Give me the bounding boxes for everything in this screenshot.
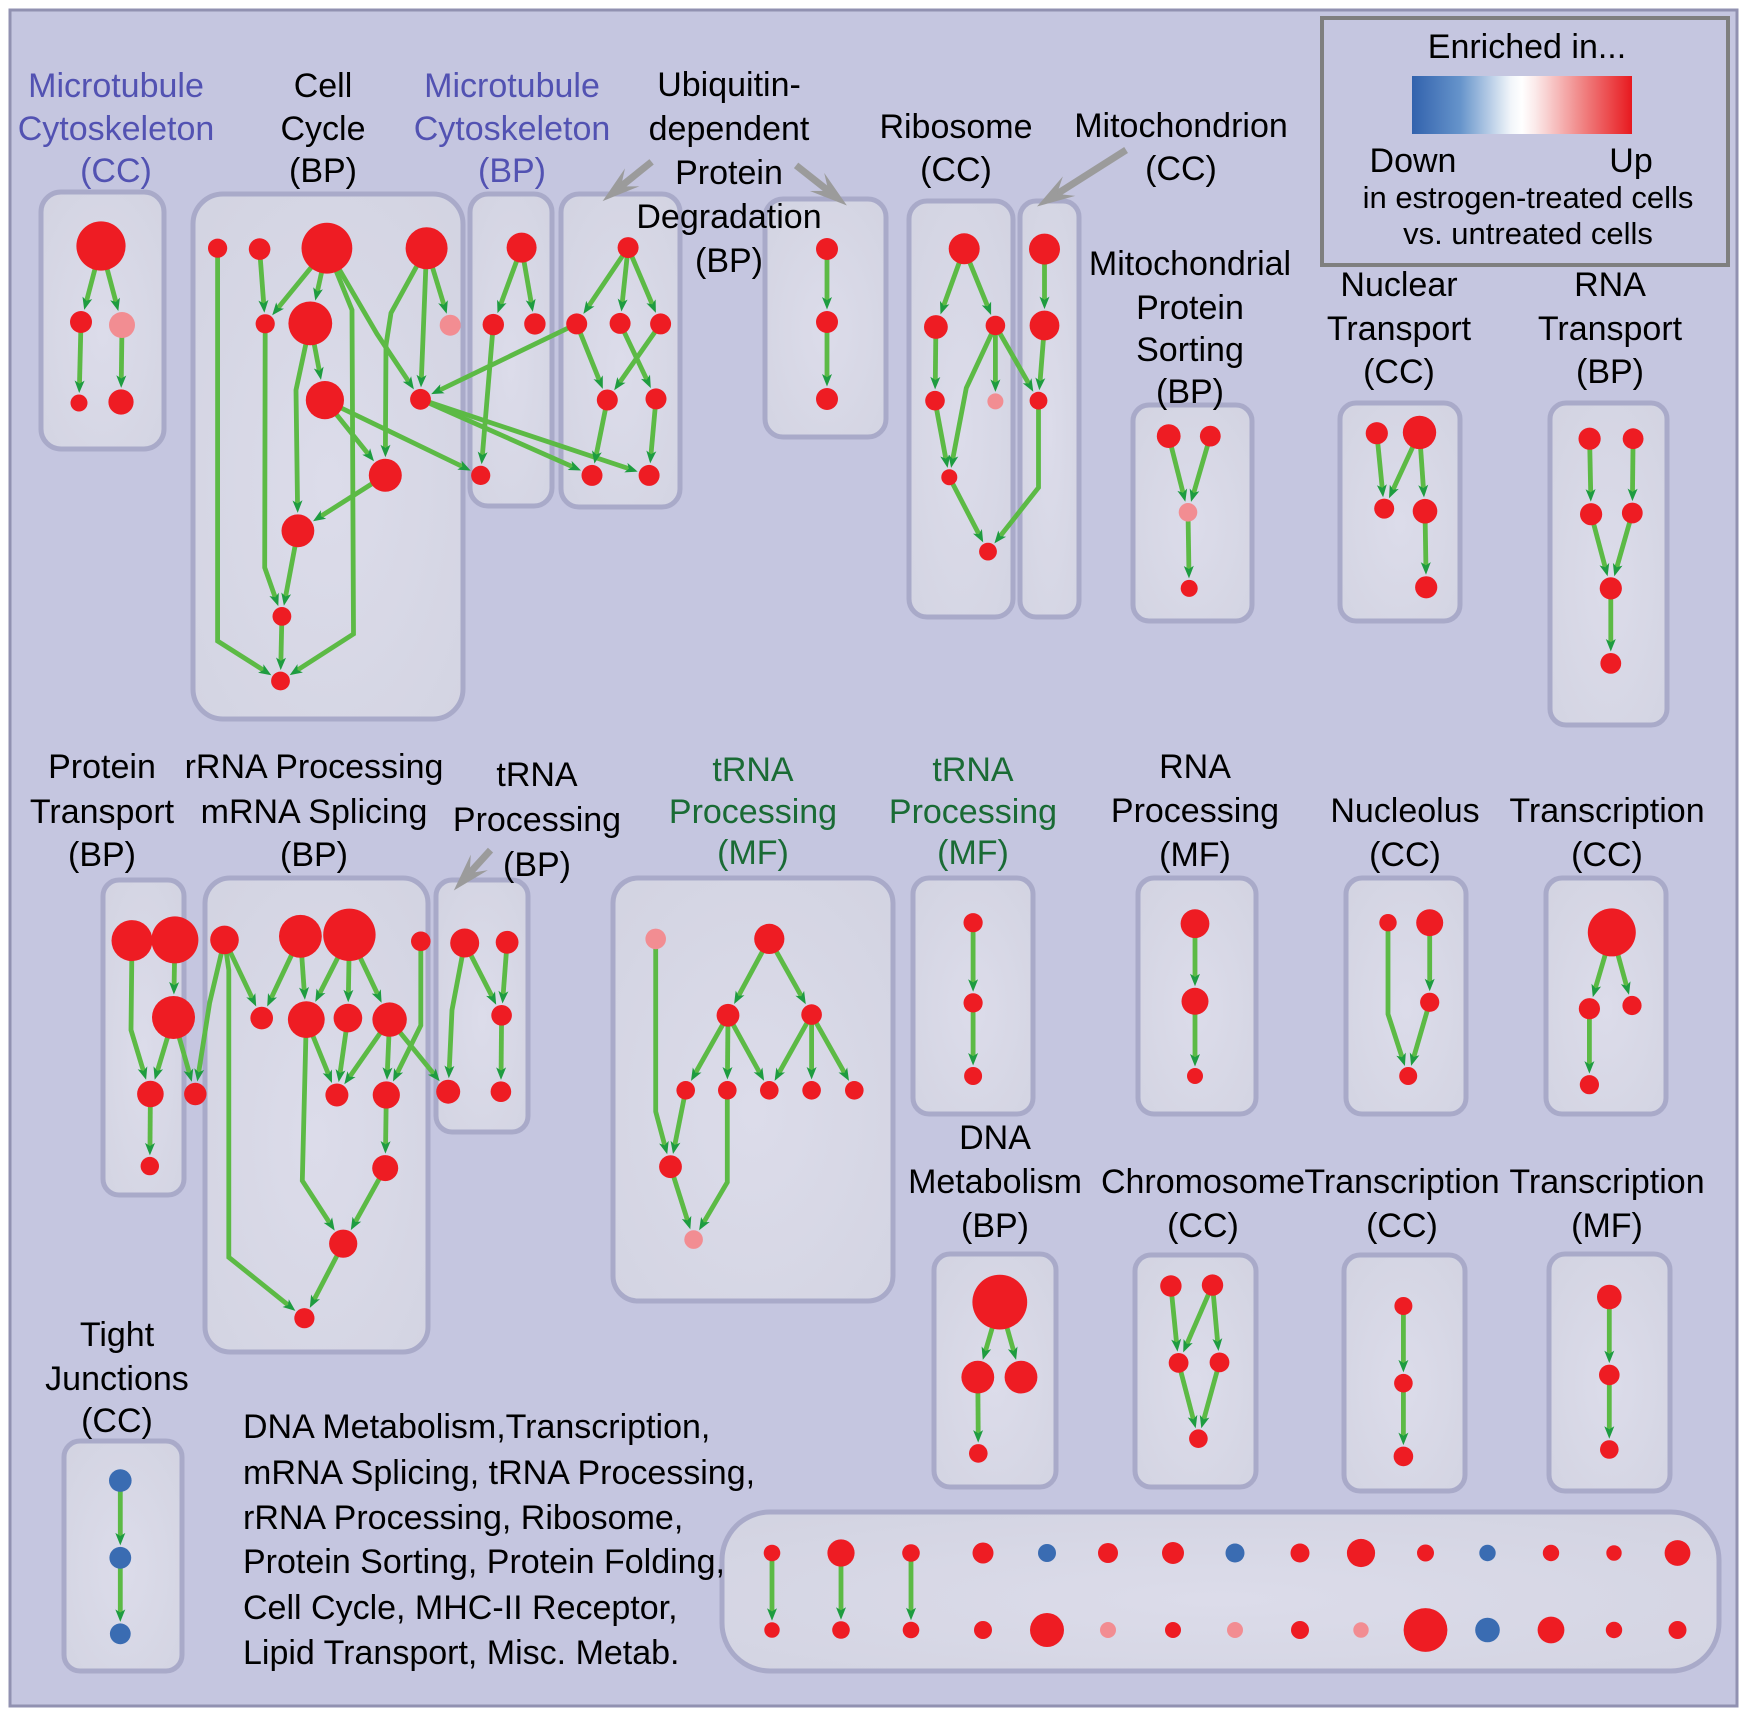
svg-text:DNA Metabolism,Transcription,m: DNA Metabolism,Transcription, mRNA Splici…	[243, 1408, 755, 1672]
svg-text:Transcription(MF): Transcription (MF)	[1509, 1163, 1704, 1245]
svg-text:Enriched in...: Enriched in...	[1428, 28, 1626, 66]
svg-text:Transcription(CC): Transcription (CC)	[1509, 792, 1704, 874]
svg-text:Transcription(CC): Transcription (CC)	[1304, 1163, 1499, 1245]
svg-text:Ribosome(CC): Ribosome (CC)	[879, 108, 1032, 189]
svg-text:vs. untreated cells: vs. untreated cells	[1403, 216, 1653, 251]
svg-text:Chromosome(CC): Chromosome (CC)	[1101, 1163, 1305, 1245]
svg-text:Up: Up	[1609, 142, 1652, 180]
svg-text:in estrogen-treated cells: in estrogen-treated cells	[1363, 180, 1694, 215]
svg-text:Mitochondrion(CC): Mitochondrion (CC)	[1074, 107, 1288, 188]
svg-text:Nucleolus(CC): Nucleolus (CC)	[1330, 792, 1479, 874]
svg-text:Down: Down	[1370, 142, 1457, 180]
